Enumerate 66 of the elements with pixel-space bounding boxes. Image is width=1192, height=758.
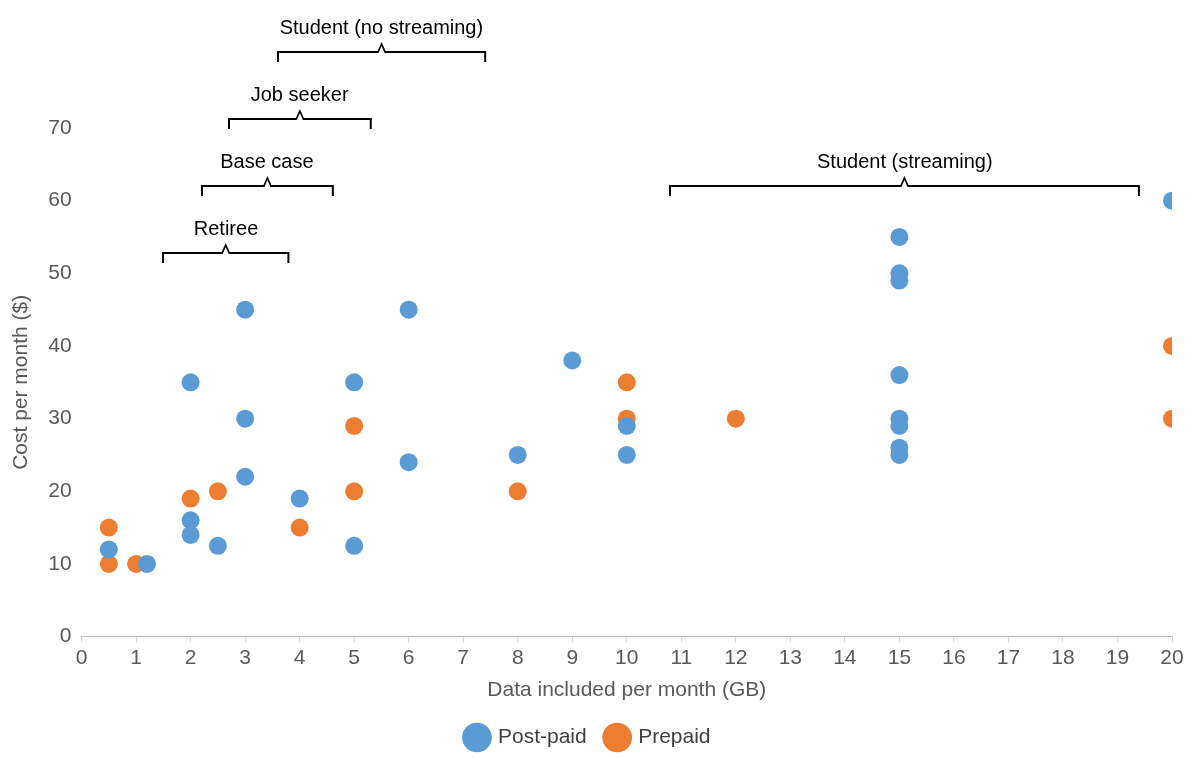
point: [236, 409, 255, 428]
point: [399, 453, 418, 472]
x-tick-label: 0: [75, 645, 88, 668]
x-tick-label: 11: [670, 645, 693, 668]
x-tick-label: 12: [724, 645, 748, 668]
point: [290, 518, 309, 537]
point: [890, 366, 909, 385]
x-tick-label: 16: [942, 645, 966, 668]
point: [508, 482, 527, 501]
point: [617, 373, 636, 392]
x-tick-label: 4: [293, 645, 306, 668]
text: Job seeker: [250, 83, 349, 106]
point: [508, 445, 527, 464]
x-tick-label: 2: [184, 645, 197, 668]
point: [345, 482, 364, 501]
legend-label: Prepaid: [638, 724, 711, 748]
point: [563, 351, 582, 370]
x-tick-label: 5: [348, 645, 361, 668]
legend-label: Post-paid: [497, 724, 587, 748]
x-tick-label: 20: [1160, 645, 1184, 668]
point: [890, 227, 909, 246]
point: [345, 536, 364, 555]
y-tick-label: 40: [48, 332, 72, 356]
x-tick-label: 19: [1105, 645, 1130, 668]
point: [181, 373, 200, 392]
y-tick-label: 0: [59, 623, 72, 647]
y-tick-label: 50: [48, 260, 72, 284]
y-axis-title: Cost per month ($): [8, 294, 32, 470]
x-tick-label: 15: [887, 645, 912, 668]
point: [345, 416, 364, 435]
point: [236, 300, 255, 319]
annotation: Retiree: [193, 217, 259, 240]
point: [99, 540, 118, 559]
x-tick-label: 9: [566, 645, 579, 668]
x-tick-label: 10: [615, 645, 639, 668]
x-tick-label: 6: [402, 645, 415, 668]
y-tick-label: 20: [48, 478, 72, 502]
point: [236, 467, 255, 486]
y-tick-label: 60: [48, 187, 72, 211]
point: [290, 489, 309, 508]
y-tick-label: 30: [48, 405, 72, 429]
x-tick-label: 17: [996, 645, 1021, 668]
point: [137, 554, 156, 573]
point: [181, 525, 200, 544]
x-tick-label: 1: [130, 645, 142, 668]
y-tick-label: 10: [48, 550, 72, 574]
x-tick-label: 8: [511, 645, 524, 668]
text: Student (no streaming): [279, 16, 484, 39]
x-tick-label: 14: [833, 645, 857, 668]
annotation: Student (streaming): [817, 150, 993, 173]
x-tick-label: 7: [457, 645, 470, 668]
x-tick-label: 13: [778, 645, 803, 668]
point: [617, 445, 636, 464]
point: [208, 536, 227, 555]
point: [208, 482, 227, 501]
x-tick-label: 18: [1051, 645, 1075, 668]
y-tick-label: 70: [48, 114, 72, 138]
point: [399, 300, 418, 319]
point: [345, 373, 364, 392]
x-tick-label: 3: [239, 645, 251, 668]
point: [181, 489, 200, 508]
annotation: Base case: [220, 150, 314, 173]
x-axis-title: Data included per month (GB): [487, 677, 767, 701]
point: [617, 416, 636, 435]
point: [726, 409, 745, 428]
point: [99, 518, 118, 537]
